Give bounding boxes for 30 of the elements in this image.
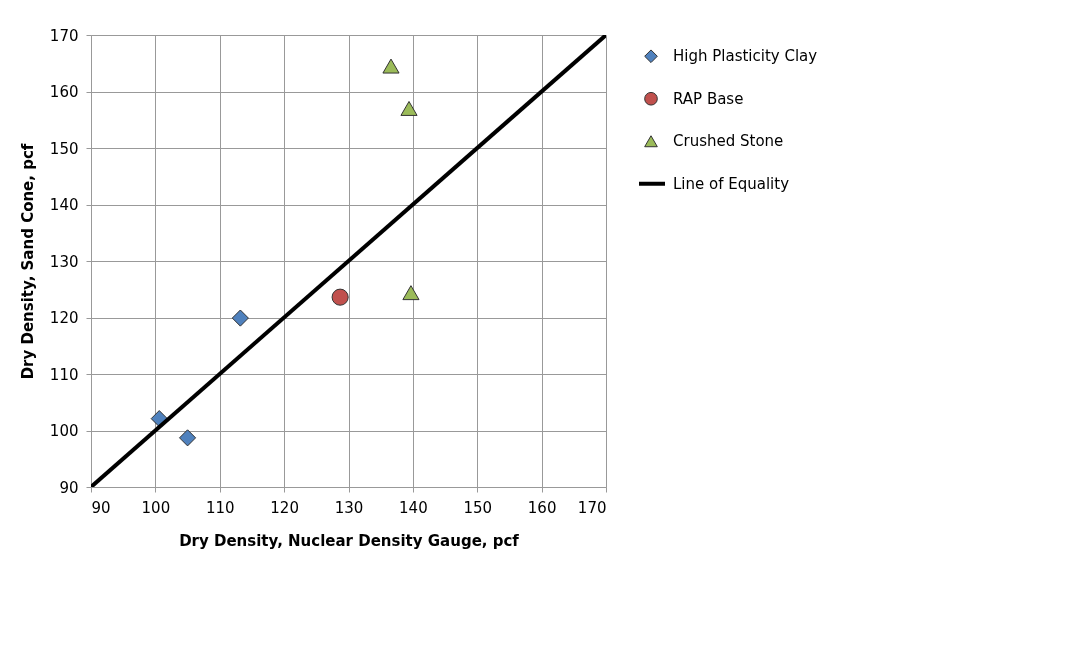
x-tick-label: 90 bbox=[91, 498, 111, 517]
x-tick-label: 170 bbox=[577, 498, 607, 517]
point bbox=[231, 309, 249, 327]
point bbox=[331, 288, 349, 306]
x-tick-label: 160 bbox=[527, 498, 557, 517]
x-tick-label: 150 bbox=[463, 498, 493, 517]
x-tick-label: 100 bbox=[141, 498, 171, 517]
point bbox=[400, 100, 418, 116]
legend-label: RAP Base bbox=[673, 89, 744, 108]
y-tick-label: 130 bbox=[49, 252, 79, 271]
legend-label: Line of Equality bbox=[673, 174, 790, 193]
x-tick-label: 130 bbox=[334, 498, 364, 517]
x-tick-label: 140 bbox=[399, 498, 428, 517]
y-tick-label: 150 bbox=[49, 139, 79, 158]
point bbox=[179, 429, 197, 447]
y-tick-label: 140 bbox=[49, 196, 79, 214]
y-tick-label: 120 bbox=[49, 309, 79, 327]
y-tick-label: 90 bbox=[59, 478, 79, 497]
x-tick-label: 120 bbox=[270, 498, 299, 517]
legend-label: High Plasticity Clay bbox=[673, 47, 818, 66]
x-tick-label: 110 bbox=[205, 498, 235, 517]
x-axis-title: Dry Density, Nuclear Density Gauge, pcf bbox=[179, 531, 520, 550]
y-axis-title: Dry Density, Sand Cone, pcf bbox=[18, 143, 37, 380]
y-tick-label: 170 bbox=[49, 26, 79, 45]
point bbox=[402, 285, 420, 301]
y-tick-label: 110 bbox=[49, 365, 79, 384]
y-tick-label: 160 bbox=[49, 83, 79, 101]
y-tick-label: 100 bbox=[49, 422, 79, 440]
legend-label: Crushed Stone bbox=[673, 132, 784, 151]
point bbox=[382, 58, 400, 74]
